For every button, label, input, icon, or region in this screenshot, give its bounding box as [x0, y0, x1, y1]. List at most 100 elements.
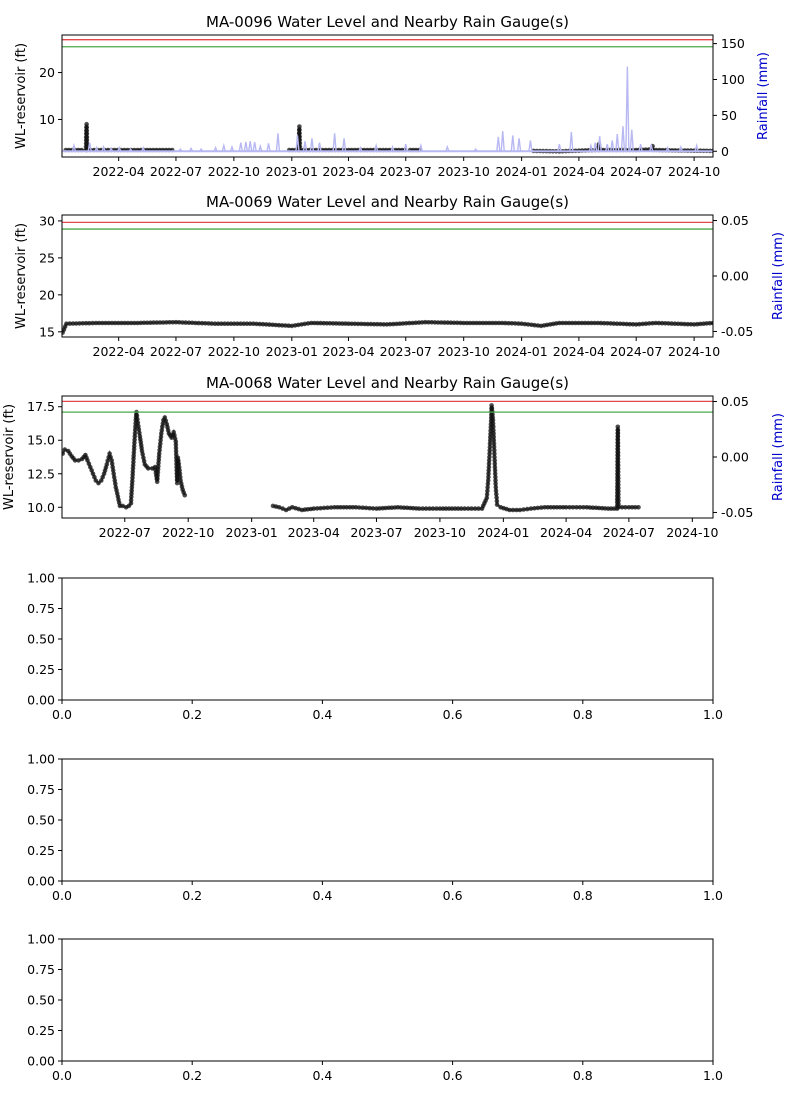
water-level-point: [318, 505, 323, 511]
water-level-point: [589, 320, 594, 326]
x-tick-label: 2024-10: [668, 164, 720, 179]
plot-data: [62, 319, 713, 335]
water-level-point: [132, 320, 137, 326]
water-level-point: [434, 506, 439, 511]
y2-tick-label: 150: [721, 36, 745, 51]
water-level-point: [461, 320, 467, 326]
water-level-point: [506, 320, 511, 326]
water-level-point: [416, 506, 422, 511]
water-level-point: [532, 506, 537, 511]
water-level-point: [487, 320, 492, 326]
water-level-point: [462, 506, 468, 511]
water-level-point: [131, 447, 137, 452]
y-tick-label: 0.50: [27, 993, 55, 1008]
water-level-point: [503, 320, 508, 326]
water-level-point: [427, 506, 432, 511]
rainfall-spike-22: [295, 135, 300, 152]
y-tick-label: 0.00: [27, 874, 55, 889]
rainfall-spike-17: [248, 141, 253, 152]
water-level-point: [346, 321, 351, 327]
water-level-point: [485, 481, 491, 487]
water-level-point: [375, 321, 380, 327]
rainfall-spike-39: [528, 140, 533, 152]
water-level-point: [164, 320, 169, 325]
water-level-point: [616, 495, 621, 500]
water-level-point: [493, 484, 499, 490]
rainfall-spike-55: [694, 142, 699, 152]
water-level-line-2: [289, 126, 406, 152]
water-level-point: [585, 320, 591, 326]
water-level-point: [592, 320, 597, 326]
x-tick-label: 0.0: [52, 1068, 72, 1083]
water-level-point: [109, 461, 115, 467]
rainfall-spike-42: [588, 142, 594, 152]
water-level-point: [125, 320, 131, 326]
water-level-point: [493, 320, 499, 326]
water-level-point: [135, 320, 140, 326]
water-level-point: [110, 468, 116, 473]
water-level-point: [173, 445, 179, 451]
water-level-point: [455, 320, 460, 326]
water-level-point: [563, 505, 569, 510]
water-level-point: [170, 320, 176, 325]
water-level-point: [499, 320, 505, 326]
water-level-point: [167, 320, 172, 325]
water-level-point: [132, 430, 138, 436]
water-level-point: [180, 320, 185, 325]
water-level-point: [629, 505, 635, 510]
water-level-point: [371, 321, 377, 327]
y-tick-label: 0.25: [27, 1023, 55, 1038]
y-tick-label: 0.25: [27, 662, 55, 677]
water-level-point: [627, 321, 633, 327]
rainfall-spike-53: [665, 145, 670, 152]
water-level-point: [601, 320, 607, 326]
plot-data: [62, 66, 713, 154]
y-tick-label: 0.25: [27, 843, 55, 858]
water-level-point: [186, 320, 192, 326]
y-tick-label: 10.0: [27, 500, 55, 515]
water-level-point: [633, 505, 638, 510]
water-level-point: [360, 505, 366, 511]
water-level-point: [487, 448, 493, 453]
water-level-point: [615, 434, 621, 439]
y-tick-label: 1.00: [27, 752, 55, 767]
x-tick-label: 2022-10: [208, 344, 260, 359]
water-level-point: [573, 320, 578, 326]
rainfall-spike-6: [117, 145, 122, 152]
water-level-point: [349, 321, 355, 327]
water-level-point: [486, 458, 492, 463]
x-tick-label: 2022-04: [93, 164, 145, 179]
water-level-point: [616, 501, 621, 507]
water-level-point: [241, 321, 247, 327]
water-level-point: [675, 321, 681, 327]
water-level-point: [423, 506, 429, 511]
water-level-point: [616, 498, 621, 504]
water-level-point: [490, 421, 496, 426]
water-level-point: [669, 321, 674, 326]
water-level-point: [616, 505, 621, 510]
water-level-point: [70, 321, 76, 326]
water-level-point: [616, 479, 621, 484]
water-level-point: [90, 320, 95, 326]
water-level-point: [116, 320, 121, 326]
water-level-point: [480, 320, 486, 326]
x-tick-label: 2023-10: [438, 164, 490, 179]
water-level-point: [77, 321, 82, 326]
water-level-point: [491, 444, 497, 450]
rainfall-spike-10: [188, 146, 194, 152]
water-level-point: [490, 320, 495, 326]
water-level-point: [605, 321, 610, 326]
water-level-point: [611, 321, 617, 326]
water-level-point: [595, 320, 601, 326]
y-axis-label: WL-reservoir (ft): [2, 404, 17, 510]
y-tick-label: 25: [39, 250, 55, 265]
water-level-point: [616, 485, 621, 491]
y2-tick-label: -0.05: [721, 324, 753, 339]
water-level-point: [490, 417, 496, 423]
rainfall-spike-19: [258, 143, 263, 152]
rainfall-spike-38: [516, 138, 522, 152]
water-level-point: [104, 462, 110, 467]
water-level-point: [493, 488, 499, 494]
water-level-point: [483, 320, 489, 326]
